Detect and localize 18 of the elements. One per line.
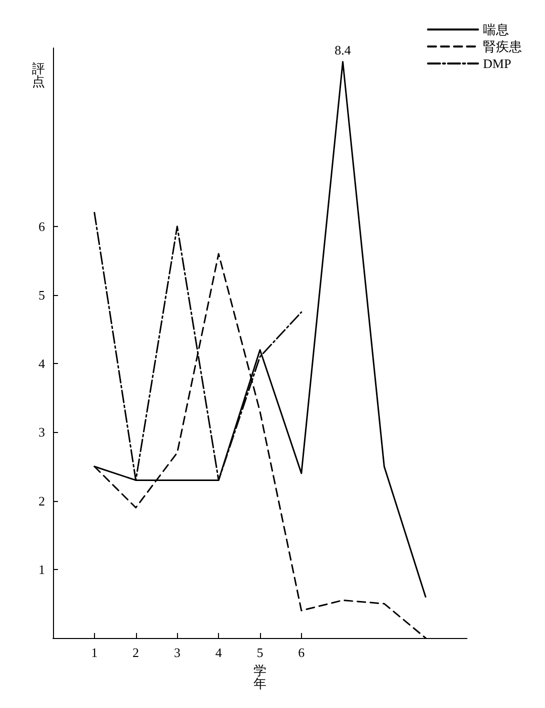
x-tick-label: 5 [256, 645, 264, 660]
y-axis-title: 評点 [32, 61, 45, 89]
y-tick-label: 6 [38, 218, 46, 234]
x-axis-title: 学年 [254, 662, 266, 691]
y-tick-label: 2 [38, 493, 45, 508]
x-tick-label: 3 [174, 645, 180, 660]
x-tick-label: 4 [215, 645, 222, 660]
legend-label: 喘息 [483, 22, 509, 37]
x-tick-label: 1 [91, 645, 98, 660]
x-tick-label: 2 [132, 645, 140, 660]
y-tick-label: 1 [38, 562, 45, 577]
y-tick-label: 5 [38, 287, 45, 302]
y-tick-label: 3 [38, 424, 45, 440]
legend-label: 腎疾患 [483, 39, 522, 54]
legend-label: DMP [483, 56, 512, 71]
data-label: 8.4 [334, 42, 352, 58]
x-tick-label: 6 [298, 645, 306, 660]
y-tick-label: 4 [38, 356, 46, 372]
